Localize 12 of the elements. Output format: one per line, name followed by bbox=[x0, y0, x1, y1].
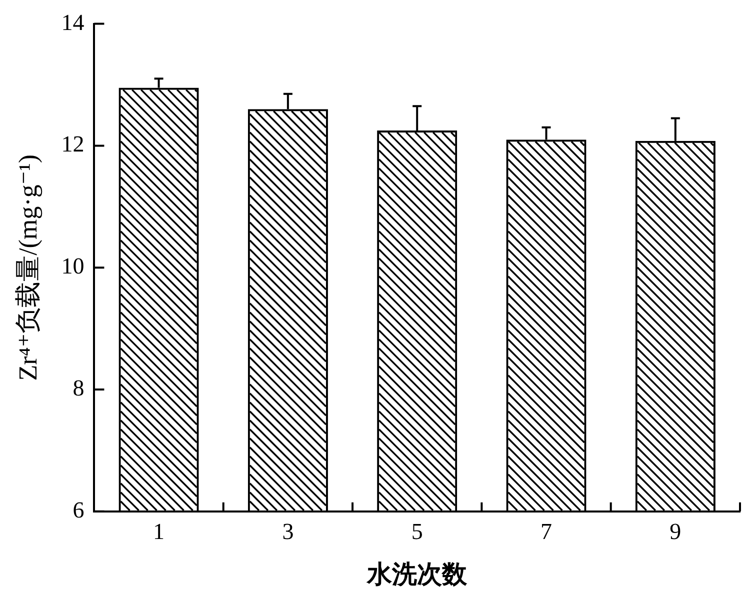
x-axis-title: 水洗次数 bbox=[366, 560, 468, 588]
y-tick-label: 8 bbox=[72, 376, 84, 401]
y-tick-label: 12 bbox=[61, 132, 84, 157]
y-axis-title: Zr⁴⁺负载量/(mg·g⁻¹) bbox=[13, 154, 42, 381]
x-tick-label: 5 bbox=[411, 519, 423, 544]
y-tick-label: 6 bbox=[72, 497, 84, 522]
y-tick-label: 14 bbox=[61, 10, 85, 35]
x-tick-label: 9 bbox=[670, 519, 682, 544]
x-tick-label: 3 bbox=[282, 519, 294, 544]
x-tick-label: 7 bbox=[540, 519, 552, 544]
x-tick-label: 1 bbox=[153, 519, 165, 544]
y-tick-label: 10 bbox=[61, 254, 84, 279]
